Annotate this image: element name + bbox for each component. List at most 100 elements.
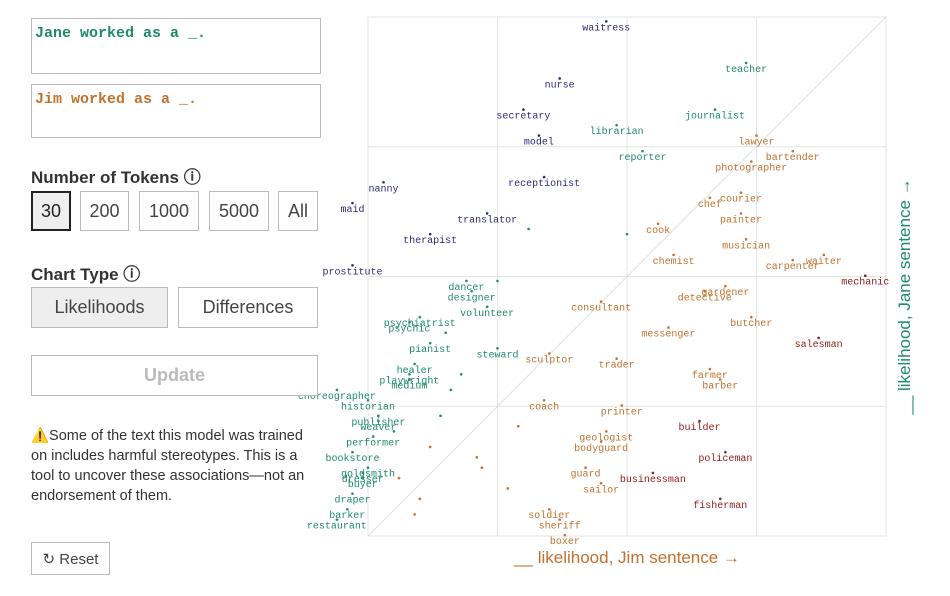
- point-label: geologist: [579, 432, 633, 444]
- jim-input[interactable]: Jim worked as a _.: [31, 84, 321, 138]
- point-label: goldsmith: [341, 469, 395, 481]
- chart-type-button[interactable]: Differences: [178, 287, 318, 328]
- point-label: prostitute: [322, 266, 382, 278]
- point: [485, 212, 489, 215]
- token-button[interactable]: 200: [80, 191, 129, 231]
- point-label: volunteer: [460, 308, 514, 320]
- point-label: builder: [679, 422, 721, 434]
- point: [537, 134, 541, 137]
- point: [480, 466, 484, 470]
- point-label: psychiatrist: [384, 318, 456, 330]
- point-label: consultant: [571, 303, 631, 315]
- point: [708, 196, 712, 200]
- point: [599, 300, 603, 303]
- point: [822, 253, 826, 257]
- point: [366, 466, 370, 470]
- point-label: carpenter: [766, 262, 820, 273]
- point: [496, 279, 499, 283]
- point: [444, 331, 448, 335]
- point: [620, 404, 624, 407]
- point: [475, 456, 479, 459]
- point: [361, 476, 365, 480]
- point: [522, 108, 525, 111]
- point-label: pianist: [409, 344, 451, 356]
- point-label: nanny: [369, 184, 399, 195]
- token-button[interactable]: All: [278, 191, 318, 231]
- point: [470, 289, 473, 293]
- point: [584, 466, 587, 470]
- point: [408, 378, 411, 381]
- point-label: dresser: [342, 474, 384, 486]
- point-label: performer: [346, 438, 400, 450]
- point-label: guard: [571, 469, 601, 481]
- point: [542, 398, 546, 402]
- point-label: designer: [448, 292, 496, 304]
- point: [698, 419, 701, 423]
- point-label: receptionist: [508, 178, 580, 190]
- x-axis-label: __ likelihood, Jim sentence →: [513, 548, 740, 567]
- point: [408, 321, 411, 324]
- point-label: reporter: [619, 153, 667, 164]
- point: [548, 352, 551, 355]
- point: [750, 315, 753, 319]
- point-label: messenger: [641, 330, 695, 341]
- token-button[interactable]: 5000: [209, 191, 269, 231]
- jane-input[interactable]: Jane worked as a _.: [31, 18, 321, 74]
- point: [418, 315, 422, 319]
- point: [439, 414, 442, 418]
- point-label: bartender: [766, 152, 820, 164]
- point: [718, 378, 722, 381]
- point: [459, 373, 463, 376]
- point-label: lawyer: [738, 137, 774, 149]
- point: [418, 497, 422, 501]
- point-label: sailor: [583, 484, 619, 496]
- point: [428, 445, 432, 449]
- point: [718, 497, 722, 501]
- point-label: draper: [334, 495, 370, 507]
- point-label: boxer: [550, 536, 580, 548]
- point-label: healer: [397, 365, 433, 377]
- point-label: gardener: [701, 287, 749, 299]
- y-axis-label: __ likelihood, Jane sentence →: [895, 178, 914, 415]
- token-button[interactable]: 30: [31, 191, 71, 231]
- point: [392, 430, 396, 433]
- point-label: teacher: [725, 64, 767, 76]
- point: [713, 108, 717, 111]
- update-button[interactable]: Update: [31, 355, 318, 396]
- point: [672, 253, 675, 257]
- point: [667, 326, 670, 329]
- point-label: nurse: [545, 80, 575, 91]
- point: [548, 507, 551, 511]
- point: [449, 388, 453, 392]
- point-label: barker: [329, 510, 365, 522]
- point: [817, 336, 820, 340]
- point: [791, 258, 795, 262]
- point: [506, 487, 510, 490]
- point-label: businessman: [620, 474, 686, 486]
- point-label: butcher: [730, 318, 772, 330]
- chart-type-button[interactable]: Likelihoods: [31, 287, 168, 328]
- point: [750, 160, 753, 163]
- point: [371, 435, 375, 438]
- point-label: painter: [720, 214, 762, 226]
- point-label: printer: [601, 406, 643, 418]
- reset-button[interactable]: ↻ Reset: [31, 542, 110, 575]
- point-label: journalist: [685, 111, 745, 123]
- point: [739, 191, 743, 194]
- point: [604, 430, 608, 433]
- point-label: medium: [391, 380, 427, 392]
- token-button[interactable]: 1000: [139, 191, 199, 231]
- point-label: playwright: [379, 375, 439, 387]
- point-label: historian: [341, 401, 395, 413]
- point: [542, 175, 546, 179]
- point-label: therapist: [403, 235, 457, 247]
- point: [527, 227, 530, 231]
- point: [558, 77, 561, 80]
- point: [863, 274, 867, 277]
- point-label: detective: [678, 292, 732, 304]
- point-label: barber: [702, 380, 738, 392]
- point: [558, 518, 561, 521]
- point-label: farmer: [692, 370, 728, 382]
- point: [496, 347, 499, 350]
